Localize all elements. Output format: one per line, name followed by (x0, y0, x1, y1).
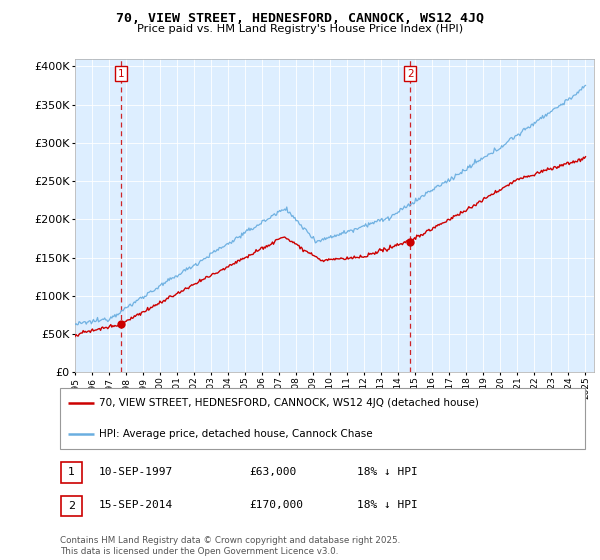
Text: 70, VIEW STREET, HEDNESFORD, CANNOCK, WS12 4JQ (detached house): 70, VIEW STREET, HEDNESFORD, CANNOCK, WS… (100, 398, 479, 408)
Text: 15-SEP-2014: 15-SEP-2014 (99, 500, 173, 510)
Text: £170,000: £170,000 (249, 500, 303, 510)
Text: 2: 2 (407, 69, 413, 79)
Text: 70, VIEW STREET, HEDNESFORD, CANNOCK, WS12 4JQ: 70, VIEW STREET, HEDNESFORD, CANNOCK, WS… (116, 12, 484, 25)
Text: 18% ↓ HPI: 18% ↓ HPI (357, 500, 418, 510)
Text: 2: 2 (68, 501, 75, 511)
Text: 10-SEP-1997: 10-SEP-1997 (99, 466, 173, 477)
Text: Price paid vs. HM Land Registry's House Price Index (HPI): Price paid vs. HM Land Registry's House … (137, 24, 463, 34)
Text: 1: 1 (68, 468, 75, 478)
Text: Contains HM Land Registry data © Crown copyright and database right 2025.
This d: Contains HM Land Registry data © Crown c… (60, 536, 400, 556)
Text: HPI: Average price, detached house, Cannock Chase: HPI: Average price, detached house, Cann… (100, 429, 373, 438)
Text: £63,000: £63,000 (249, 466, 296, 477)
Text: 18% ↓ HPI: 18% ↓ HPI (357, 466, 418, 477)
Text: 1: 1 (118, 69, 124, 79)
